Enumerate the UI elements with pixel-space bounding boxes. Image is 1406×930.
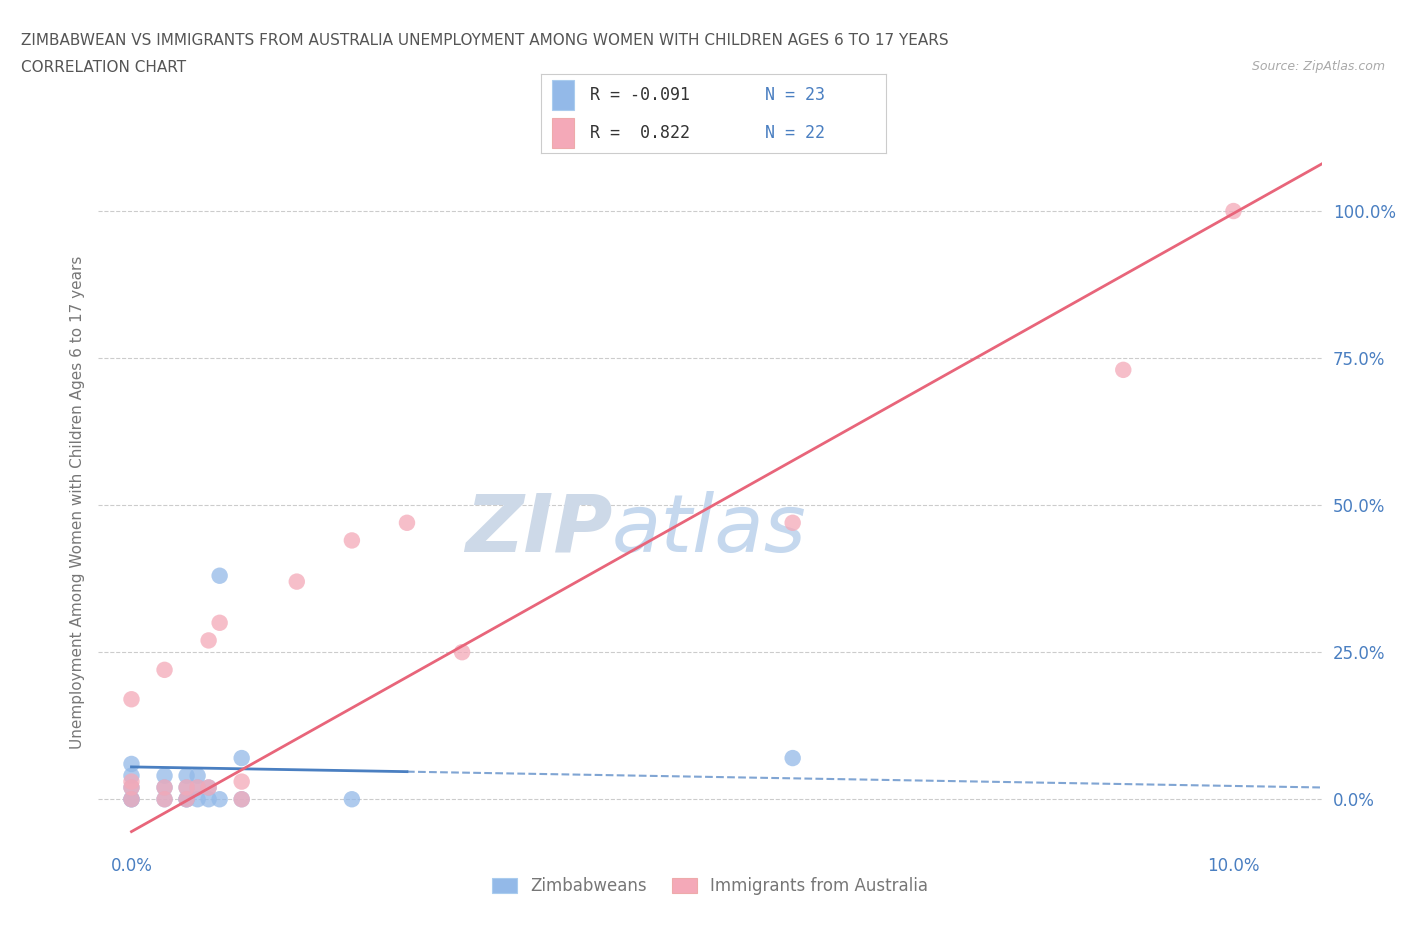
FancyBboxPatch shape	[551, 118, 574, 148]
Point	[153, 791, 176, 806]
Point	[153, 791, 176, 806]
Point	[121, 768, 143, 783]
Point	[231, 751, 253, 765]
Point	[231, 791, 253, 806]
Point	[451, 644, 474, 659]
Text: ZIP: ZIP	[465, 491, 612, 569]
Point	[197, 633, 219, 648]
Text: ZIMBABWEAN VS IMMIGRANTS FROM AUSTRALIA UNEMPLOYMENT AMONG WOMEN WITH CHILDREN A: ZIMBABWEAN VS IMMIGRANTS FROM AUSTRALIA …	[21, 33, 949, 47]
Point	[187, 768, 209, 783]
Point	[153, 768, 176, 783]
Point	[153, 780, 176, 795]
Point	[340, 533, 363, 548]
Point	[121, 774, 143, 789]
Point	[187, 780, 209, 795]
Point	[121, 756, 143, 771]
Text: Source: ZipAtlas.com: Source: ZipAtlas.com	[1251, 60, 1385, 73]
Point	[176, 791, 198, 806]
Point	[121, 692, 143, 707]
Point	[197, 791, 219, 806]
Point	[176, 791, 198, 806]
Point	[153, 662, 176, 677]
Point	[197, 780, 219, 795]
Y-axis label: Unemployment Among Women with Children Ages 6 to 17 years: Unemployment Among Women with Children A…	[69, 256, 84, 749]
Point	[208, 616, 231, 631]
Text: R =  0.822: R = 0.822	[589, 124, 689, 142]
Text: N = 23: N = 23	[765, 86, 825, 104]
Point	[187, 780, 209, 795]
Point	[231, 774, 253, 789]
Point	[1112, 363, 1135, 378]
Point	[782, 515, 804, 530]
Point	[187, 791, 209, 806]
Text: atlas: atlas	[612, 491, 807, 569]
Point	[121, 791, 143, 806]
Point	[340, 791, 363, 806]
Point	[231, 791, 253, 806]
Point	[121, 780, 143, 795]
Point	[197, 780, 219, 795]
Point	[208, 568, 231, 583]
Point	[782, 751, 804, 765]
Point	[285, 574, 308, 589]
Text: CORRELATION CHART: CORRELATION CHART	[21, 60, 186, 75]
Point	[121, 791, 143, 806]
Point	[395, 515, 418, 530]
FancyBboxPatch shape	[551, 80, 574, 110]
Point	[208, 791, 231, 806]
Point	[176, 780, 198, 795]
Text: N = 22: N = 22	[765, 124, 825, 142]
Point	[1222, 204, 1244, 219]
Point	[176, 768, 198, 783]
Point	[176, 780, 198, 795]
Legend: Zimbabweans, Immigrants from Australia: Zimbabweans, Immigrants from Australia	[484, 869, 936, 903]
Point	[121, 791, 143, 806]
Text: R = -0.091: R = -0.091	[589, 86, 689, 104]
Point	[153, 780, 176, 795]
Point	[121, 780, 143, 795]
Point	[176, 791, 198, 806]
